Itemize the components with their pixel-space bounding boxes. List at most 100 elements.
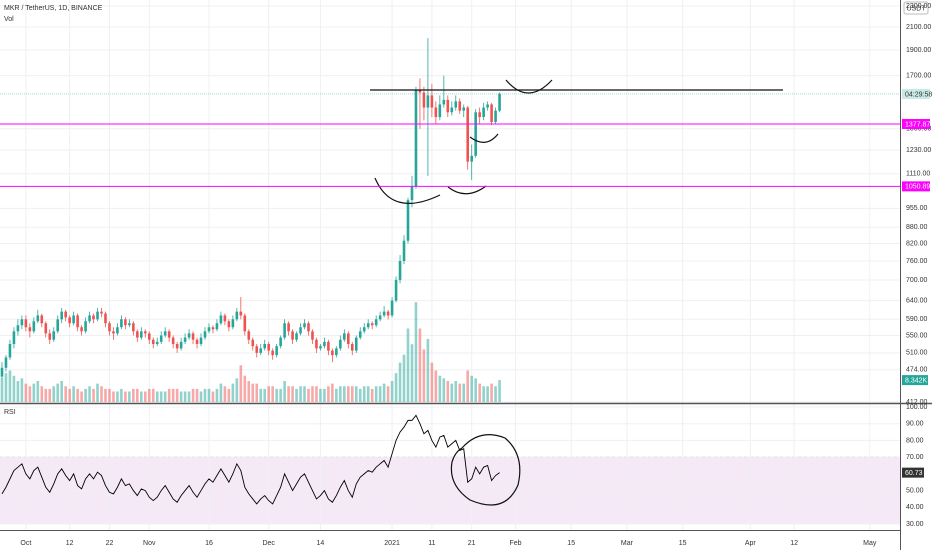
volume-bar: [147, 388, 151, 402]
volume-bar: [358, 388, 362, 402]
volume-bar: [350, 386, 354, 402]
volume-bar: [354, 386, 358, 402]
volume-bar: [167, 388, 171, 402]
y-tick-label: 1110.00: [906, 171, 930, 178]
volume-bar: [32, 383, 36, 402]
volume-bar: [454, 381, 458, 402]
candle-body: [430, 95, 434, 108]
candle-body: [211, 327, 215, 330]
x-tick-label: 21: [468, 540, 476, 547]
candle-body: [486, 104, 489, 108]
y-tick-label: 550.00: [906, 332, 928, 339]
candle-body: [402, 240, 406, 262]
volume-bar: [108, 388, 111, 402]
candle-body: [327, 341, 330, 351]
volume-bar: [124, 391, 127, 402]
volume-bar: [450, 383, 454, 402]
rsi-tick-label: 90.00: [906, 421, 924, 428]
volume-bar: [478, 383, 481, 402]
volume-bar: [104, 388, 107, 402]
rsi-tick-label: 80.00: [906, 437, 924, 444]
candle-body: [120, 319, 123, 328]
candle-body: [20, 319, 24, 326]
y-tick-label: 2300.00: [906, 3, 931, 10]
y-tick-label: 1350.00: [906, 126, 931, 133]
volume-bar: [335, 388, 338, 402]
x-tick-label: Oct: [20, 540, 31, 547]
candle-body: [462, 107, 466, 111]
currency-box[interactable]: [903, 1, 929, 15]
x-tick-label: 12: [66, 540, 74, 547]
candle-body: [267, 344, 270, 351]
volume-bar: [315, 386, 318, 402]
hand-arc: [505, 79, 553, 94]
volume-bar: [183, 391, 187, 402]
candle-body: [100, 311, 103, 314]
y-tick-label: 590.00: [906, 316, 928, 323]
volume-bar: [398, 362, 402, 402]
candle-body: [339, 339, 342, 349]
candle-body: [323, 341, 326, 347]
volume-bar: [36, 381, 40, 402]
volume-bar: [155, 391, 159, 402]
candle-body: [128, 323, 131, 326]
drawings: [370, 79, 783, 506]
candle-body: [231, 319, 235, 328]
volume-bar: [259, 388, 263, 402]
currency-label[interactable]: USDT: [906, 5, 926, 12]
hand-arc: [374, 177, 441, 204]
volume-bar: [442, 378, 446, 402]
volume-bar: [339, 386, 342, 402]
candle-body: [16, 325, 20, 332]
volume-bar: [231, 383, 235, 402]
volume-bar: [422, 349, 426, 402]
volume-bar: [80, 391, 83, 402]
candle-body: [167, 331, 171, 338]
volume-bar: [203, 388, 207, 402]
candle-body: [458, 101, 462, 111]
candle-body: [251, 339, 255, 347]
x-tick-label: 22: [106, 540, 114, 547]
candle-body: [60, 311, 63, 320]
candle-body: [171, 337, 175, 345]
candle-body: [287, 323, 290, 332]
y-tick-label: 880.00: [906, 224, 928, 231]
volume-bar: [116, 391, 119, 402]
volume-bar: [223, 386, 227, 402]
candle-body: [498, 93, 501, 111]
candle-body: [96, 311, 99, 320]
volume-bar: [56, 383, 60, 402]
volume-bar: [394, 373, 398, 402]
volume-bar: [406, 328, 410, 402]
volume-bar: [299, 386, 302, 402]
volume-bar: [88, 386, 91, 402]
volume-bar: [251, 383, 255, 402]
volume-bar: [8, 370, 12, 402]
candle-body: [350, 344, 354, 351]
volume-bar: [4, 373, 8, 402]
candle-body: [183, 337, 187, 342]
volume-bar: [267, 386, 270, 402]
volume-bar: [275, 388, 278, 402]
candle-body: [382, 311, 386, 316]
volume-bar: [414, 302, 418, 402]
volume-bar: [482, 386, 485, 402]
volume-bar: [438, 375, 442, 402]
volume-bar: [28, 386, 32, 402]
candle-body: [207, 327, 211, 332]
volume-bar: [323, 388, 326, 402]
volume-bar: [100, 386, 103, 402]
volume-bar: [430, 362, 434, 402]
candle-body: [450, 107, 454, 113]
candle-body: [299, 327, 302, 334]
y-tick-label: 1700.00: [906, 72, 931, 79]
x-tick-label: Dec: [262, 540, 275, 547]
candle-body: [80, 327, 83, 332]
volume-bar: [140, 391, 143, 402]
candle-body: [4, 357, 8, 368]
volume-bar: [243, 375, 247, 402]
y-tick-label: 955.00: [906, 205, 928, 212]
candle-body: [319, 346, 322, 349]
candle-body: [358, 331, 362, 338]
candle-body: [343, 333, 346, 340]
